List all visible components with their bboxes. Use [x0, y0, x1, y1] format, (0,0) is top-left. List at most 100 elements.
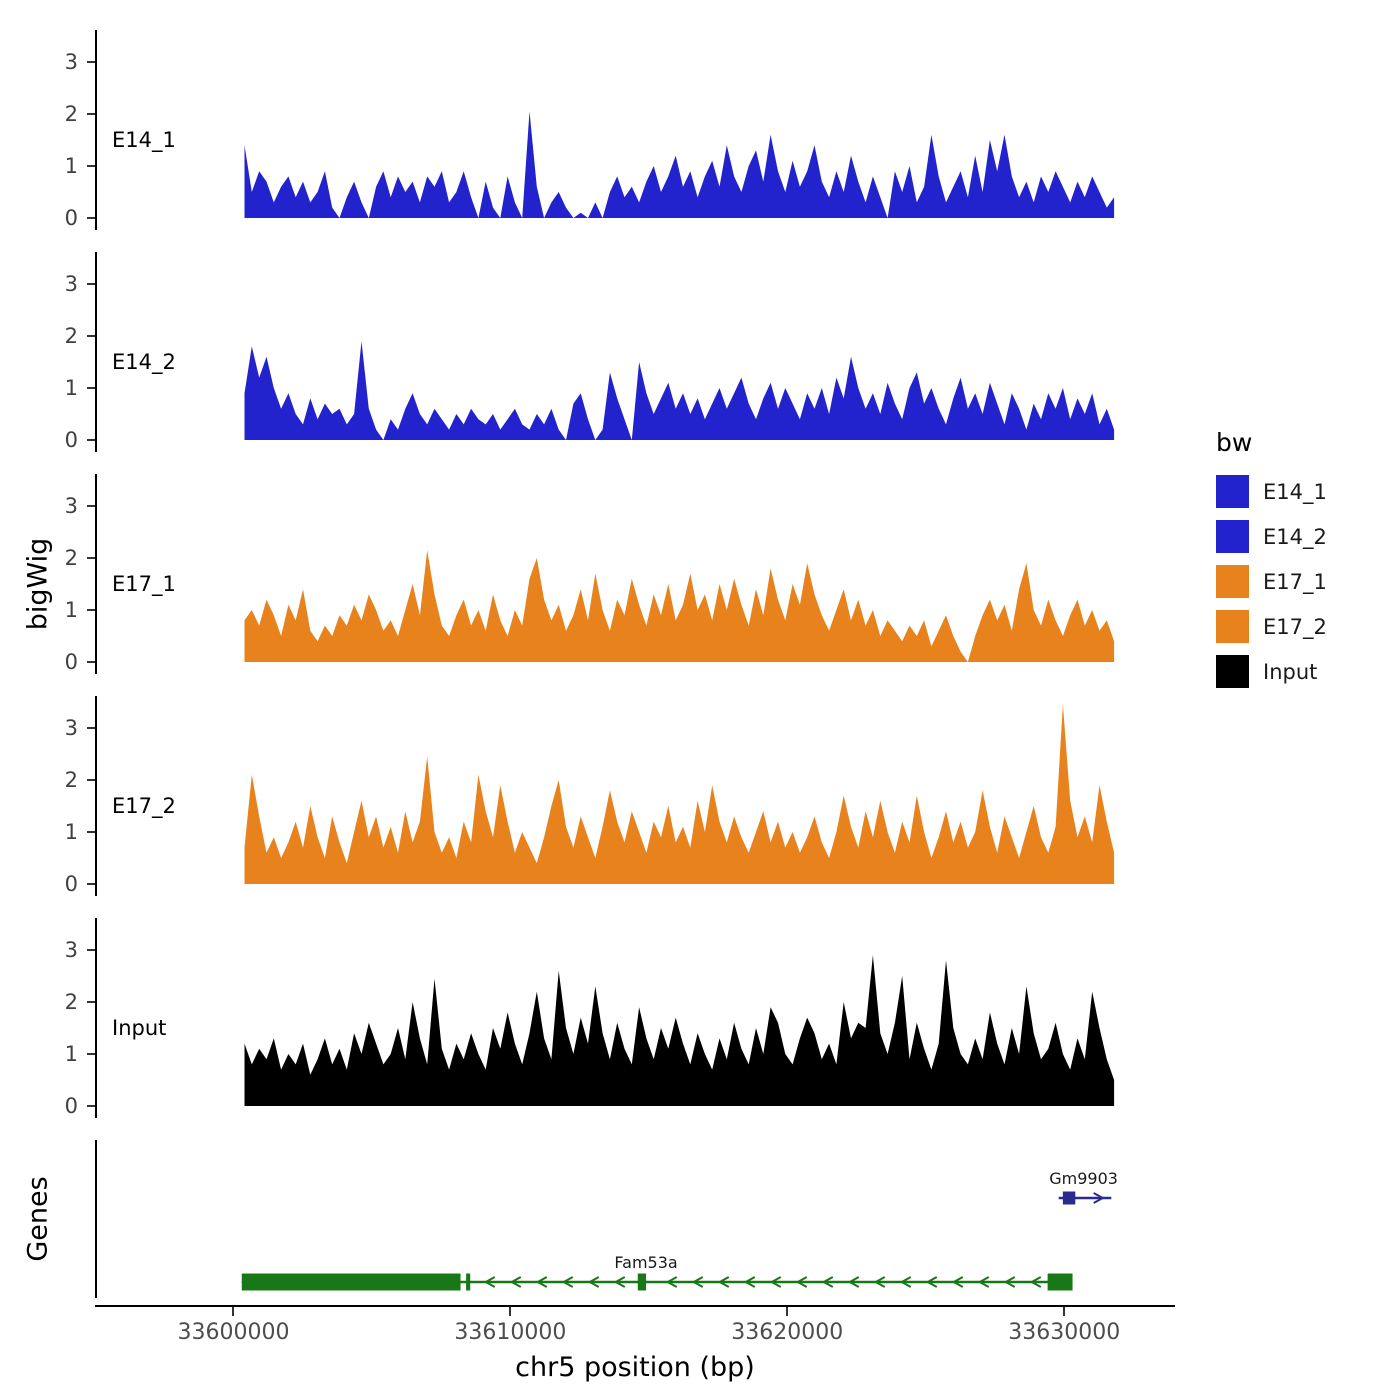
y-tick-mark [87, 831, 95, 833]
y-tick-label: 1 [64, 598, 78, 622]
legend-items: E14_1 E14_2 E17_1 E17_2 Input [1216, 475, 1327, 688]
strand-arrow-icon [691, 1276, 704, 1288]
y-tick-label: 2 [64, 546, 78, 570]
strand-arrow-icon [847, 1276, 860, 1288]
legend-item-label: E14_2 [1263, 524, 1327, 549]
y-axis-line [95, 696, 97, 896]
y-tick-mark [87, 387, 95, 389]
x-tick-mark [232, 1307, 235, 1316]
bigwig-track-panel: 0 1 2 3 E17_2 [0, 696, 1175, 896]
y-tick-mark [87, 883, 95, 885]
gene-label-Fam53a: Fam53a [614, 1253, 677, 1272]
y-tick-label: 0 [64, 1094, 78, 1118]
track-label: E14_1 [112, 128, 176, 152]
y-axis-ticks: 0 1 2 3 [0, 696, 95, 896]
legend-item: E14_1 [1216, 475, 1327, 508]
y-tick-label: 1 [64, 154, 78, 178]
track-label: E17_2 [112, 794, 176, 818]
gene-exon-Fam53a [637, 1273, 647, 1291]
x-tick-label: 33620000 [731, 1320, 844, 1345]
y-tick-mark [87, 505, 95, 507]
strand-arrow-icon [1093, 1192, 1105, 1204]
strand-arrow-icon [665, 1276, 678, 1288]
legend-color-swatch [1216, 565, 1249, 598]
strand-arrow-icon [535, 1276, 548, 1288]
y-tick-label: 3 [64, 716, 78, 740]
strand-arrow-icon [613, 1276, 626, 1288]
y-tick-mark [87, 1105, 95, 1107]
bigwig-track-panel: 0 1 2 3 E14_2 [0, 252, 1175, 452]
bigwig-track-panel: 0 1 2 3 Input [0, 918, 1175, 1118]
coverage-area-chart [244, 955, 1115, 1106]
y-tick-label: 3 [64, 50, 78, 74]
y-tick-label: 0 [64, 650, 78, 674]
strand-arrow-icon [587, 1276, 600, 1288]
legend-item: E14_2 [1216, 520, 1327, 553]
y-tick-label: 0 [64, 872, 78, 896]
legend-item: Input [1216, 655, 1327, 688]
legend-item: E17_2 [1216, 610, 1327, 643]
y-tick-mark [87, 609, 95, 611]
strand-arrow-icon [951, 1276, 964, 1288]
legend-item-label: E17_2 [1263, 614, 1327, 639]
genes-track-panel: Fam53a Gm9903 [0, 1140, 1175, 1298]
y-tick-label: 2 [64, 990, 78, 1014]
gene-exon-Fam53a [466, 1273, 471, 1291]
y-axis-line [95, 30, 97, 230]
strand-arrow-icon [1029, 1276, 1042, 1288]
y-axis-ticks: 0 1 2 3 [0, 918, 95, 1118]
strand-arrow-icon [795, 1276, 808, 1288]
strand-arrow-icon [743, 1276, 756, 1288]
y-tick-label: 2 [64, 102, 78, 126]
y-tick-label: 0 [64, 428, 78, 452]
y-tick-mark [87, 1053, 95, 1055]
y-tick-mark [87, 661, 95, 663]
x-tick-mark [1063, 1307, 1066, 1316]
y-tick-label: 3 [64, 494, 78, 518]
y-tick-mark [87, 727, 95, 729]
strand-arrow-icon [717, 1276, 730, 1288]
legend-color-swatch [1216, 520, 1249, 553]
y-tick-label: 2 [64, 768, 78, 792]
y-tick-mark [87, 557, 95, 559]
legend-item-label: Input [1263, 659, 1318, 684]
coverage-area-chart [244, 550, 1115, 662]
strand-arrow-icon [483, 1276, 496, 1288]
coverage-area-Input [244, 955, 1115, 1106]
strand-arrow-icon [821, 1276, 834, 1288]
gene-exon-Gm9903 [1062, 1191, 1076, 1205]
y-tick-mark [87, 1001, 95, 1003]
y-tick-mark [87, 217, 95, 219]
x-tick-label: 33600000 [177, 1320, 290, 1345]
strand-arrow-icon [873, 1276, 886, 1288]
strand-arrow-icon [977, 1276, 990, 1288]
y-tick-mark [87, 335, 95, 337]
y-axis-ticks: 0 1 2 3 [0, 474, 95, 674]
x-tick-mark [786, 1307, 789, 1316]
gene-exon-Fam53a [1047, 1273, 1073, 1291]
legend-title: bw [1216, 428, 1253, 457]
legend: bw E14_1 E14_2 E17_1 E17_2 Input [1216, 428, 1327, 700]
y-tick-mark [87, 779, 95, 781]
y-tick-label: 1 [64, 820, 78, 844]
coverage-area-E14_1 [244, 111, 1115, 218]
y-tick-label: 1 [64, 376, 78, 400]
legend-item-label: E17_1 [1263, 569, 1327, 594]
y-tick-mark [87, 113, 95, 115]
x-tick-label: 33630000 [1008, 1320, 1121, 1345]
y-axis-line [95, 252, 97, 452]
x-tick-mark [509, 1307, 512, 1316]
track-label: E14_2 [112, 350, 176, 374]
coverage-area-chart [244, 704, 1115, 884]
y-axis-line [95, 474, 97, 674]
y-axis-ticks: 0 1 2 3 [0, 30, 95, 230]
y-tick-label: 2 [64, 324, 78, 348]
strand-arrow-icon [899, 1276, 912, 1288]
x-tick-label: 33610000 [454, 1320, 567, 1345]
strand-arrow-icon [1003, 1276, 1016, 1288]
gene-label-Gm9903: Gm9903 [1049, 1169, 1118, 1188]
coverage-area-chart [244, 341, 1115, 440]
legend-item: E17_1 [1216, 565, 1327, 598]
strand-arrow-icon [509, 1276, 522, 1288]
